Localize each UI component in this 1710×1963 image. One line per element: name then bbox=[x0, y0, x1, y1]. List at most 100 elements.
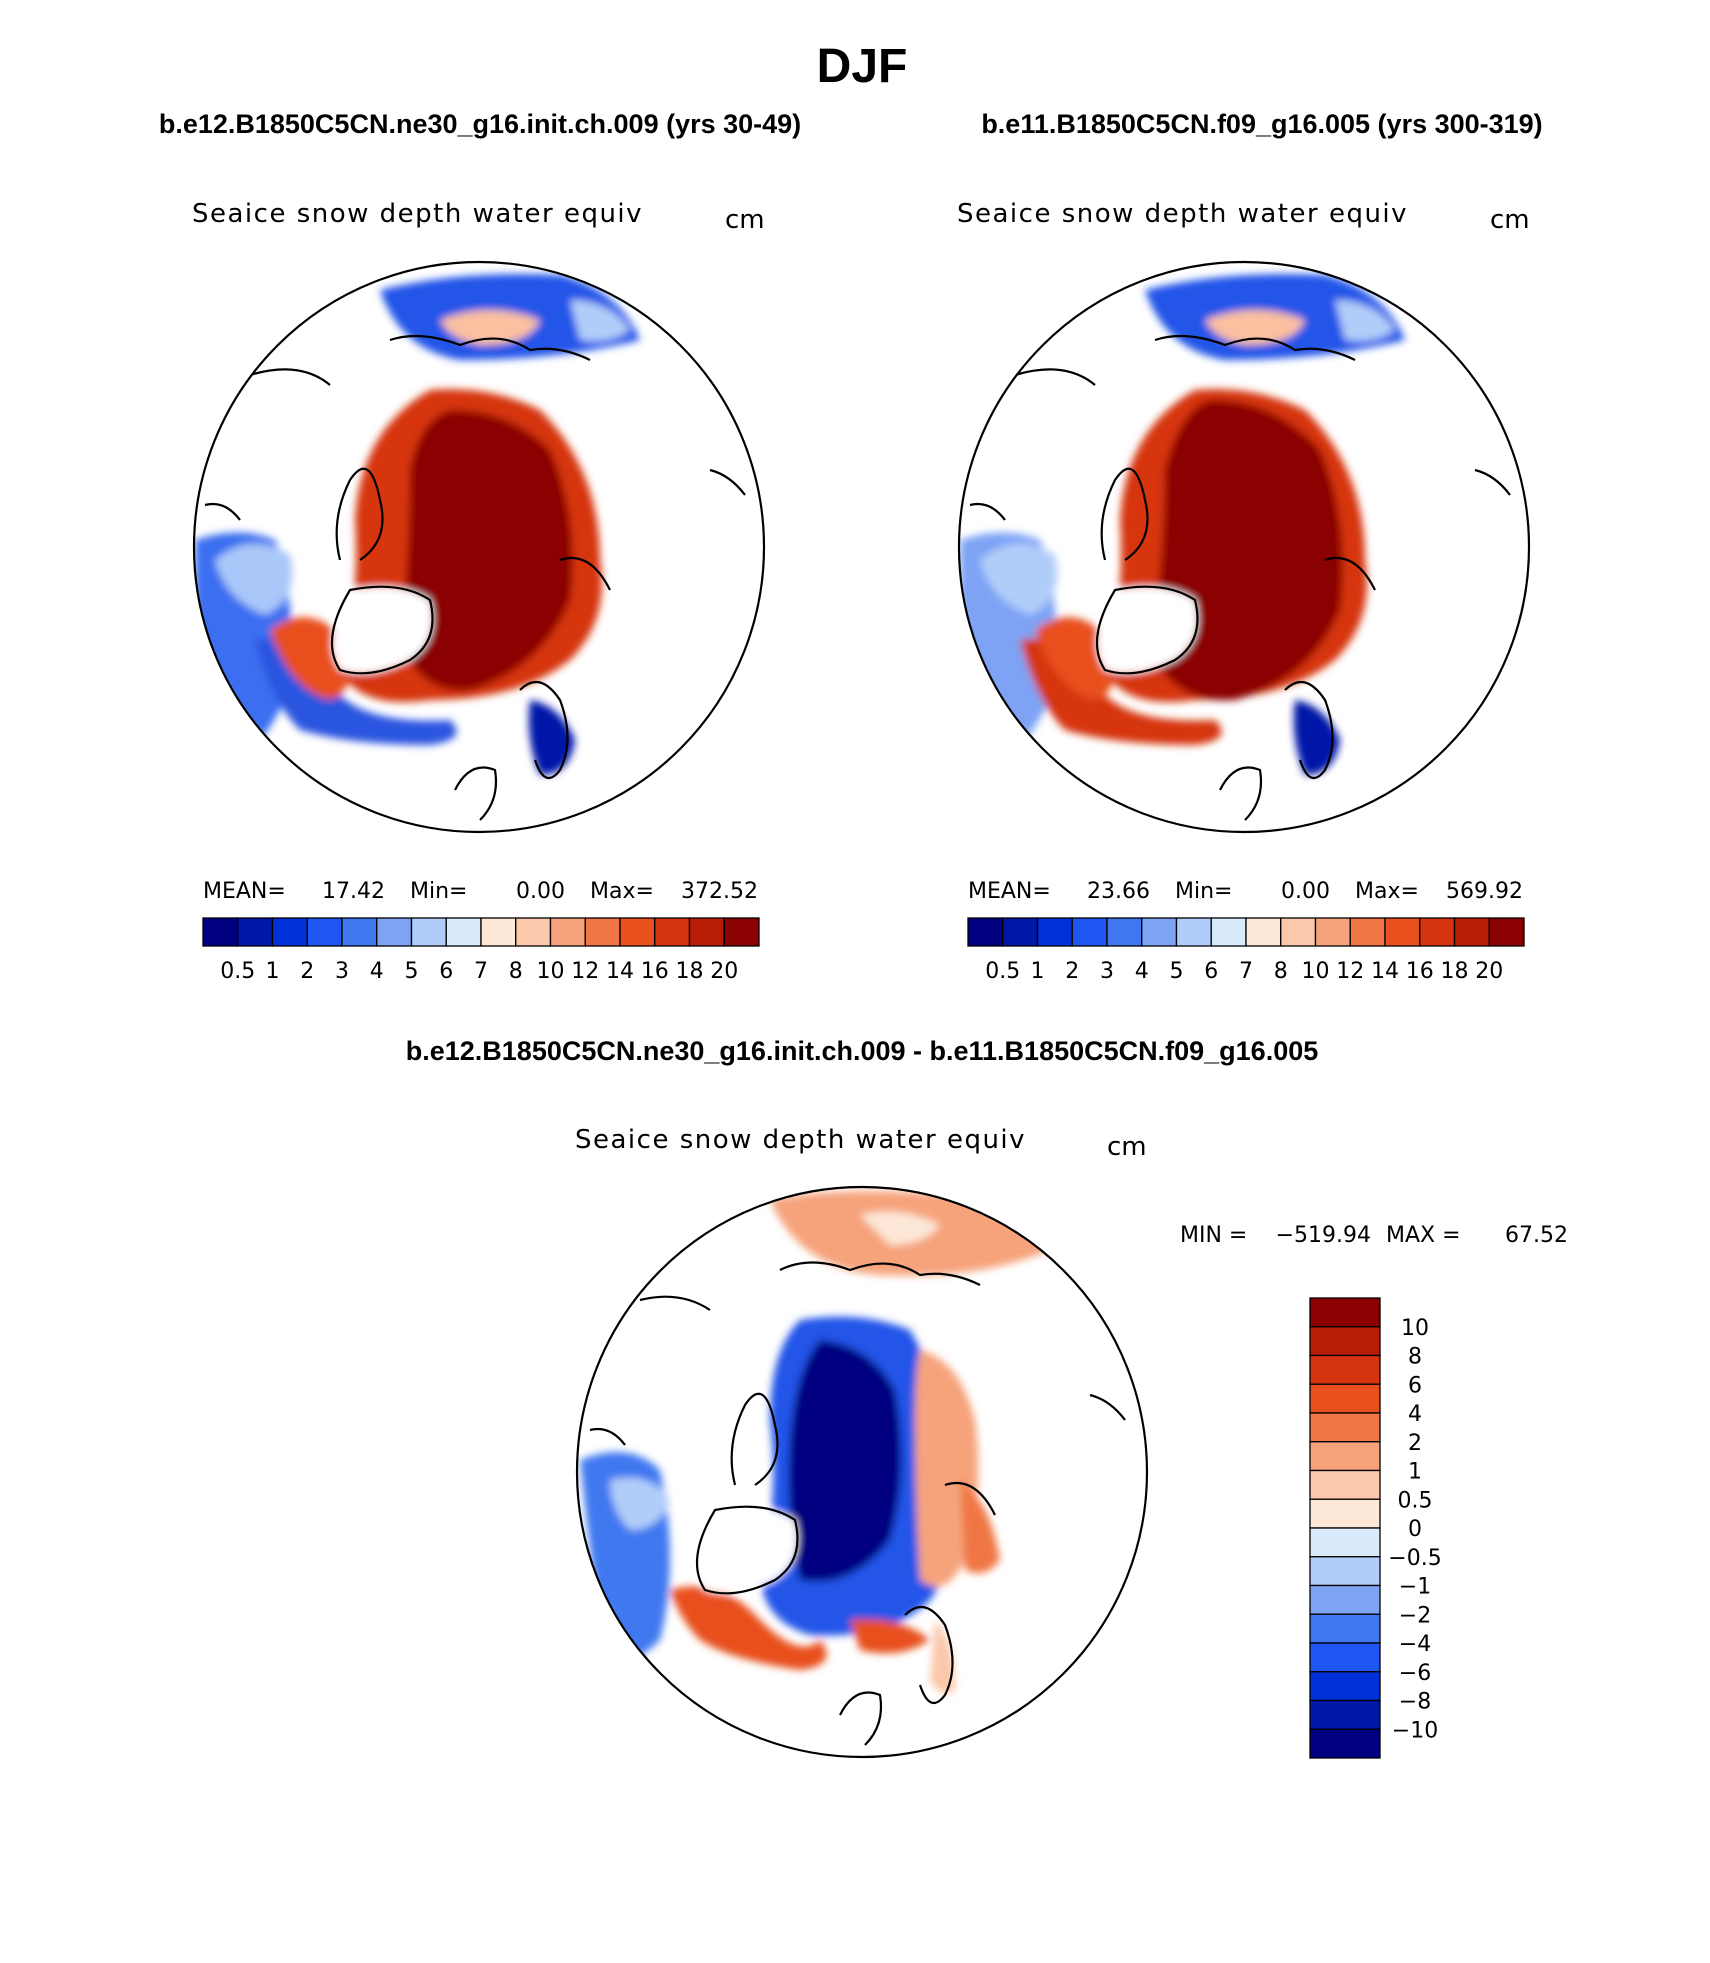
panel-right-colorbar-box bbox=[1106, 917, 1143, 947]
panel-diff-max-value: 67.52 bbox=[1505, 1223, 1568, 1248]
panel-right-colorbar-tick-label: 2 bbox=[1065, 959, 1079, 984]
panel-diff-colorbar-tick-label: 6 bbox=[1408, 1373, 1422, 1398]
panel-left-colorbar-tick-label: 4 bbox=[370, 959, 384, 984]
panel-right-map-boundary bbox=[957, 260, 1531, 834]
panel-diff-map-boundary bbox=[575, 1185, 1149, 1759]
panel-left-colorbar-tick-label: 1 bbox=[266, 959, 280, 984]
panel-left-units: cm bbox=[725, 205, 765, 235]
panel-diff-colorbar-tick-label: 2 bbox=[1408, 1431, 1422, 1456]
panel-diff-colorbar-box bbox=[1309, 1383, 1381, 1414]
panel-diff-colorbar-box bbox=[1309, 1498, 1381, 1529]
panel-diff-colorbar-tick-label: −2 bbox=[1399, 1603, 1431, 1628]
left-case-title: b.e12.B1850C5CN.ne30_g16.init.ch.009 (yr… bbox=[159, 109, 801, 139]
panel-right-colorbar-box bbox=[967, 917, 1004, 947]
panel-right-colorbar-tick-label: 20 bbox=[1475, 959, 1503, 984]
panel-right-colorbar-tick-label: 16 bbox=[1406, 959, 1434, 984]
panel-right-colorbar-box bbox=[1245, 917, 1282, 947]
panel-left: Seaice snow depth water equiv cm bbox=[192, 199, 766, 984]
panel-right-colorbar-tick-label: 12 bbox=[1336, 959, 1364, 984]
panel-left-colorbar-box bbox=[376, 917, 413, 947]
panel-left-colorbar-box bbox=[515, 917, 552, 947]
panel-diff-colorbar-tick-label: −4 bbox=[1399, 1632, 1431, 1657]
panel-left-colorbar-box bbox=[237, 917, 274, 947]
panel-left-colorbar-box bbox=[341, 917, 378, 947]
panel-right-title: Seaice snow depth water equiv bbox=[957, 199, 1408, 229]
panel-left-colorbar-tick-label: 7 bbox=[474, 959, 488, 984]
panel-right-colorbar: 0.5 1 2 3 4 5 6 7 8 10 12 14 16 18 20 bbox=[967, 917, 1525, 984]
panel-right-colorbar-tick-label: 10 bbox=[1302, 959, 1330, 984]
panel-right-max-label: Max= bbox=[1355, 879, 1419, 904]
panel-right-colorbar-tick-label: 4 bbox=[1135, 959, 1149, 984]
panel-right-min-label: Min= bbox=[1175, 879, 1232, 904]
panel-left-colorbar-tick-label: 16 bbox=[641, 959, 669, 984]
panel-diff-colorbar-box bbox=[1309, 1584, 1381, 1615]
panel-diff-units: cm bbox=[1107, 1132, 1147, 1162]
panel-diff-colorbar-tick-label: −1 bbox=[1399, 1575, 1431, 1600]
panel-diff-colorbar-box bbox=[1309, 1412, 1381, 1443]
panel-right-mean-label: MEAN= bbox=[968, 879, 1051, 904]
panel-left-mean-label: MEAN= bbox=[203, 879, 286, 904]
panel-left-colorbar-box bbox=[584, 917, 621, 947]
panel-diff-colorbar: 10 8 6 4 2 1 0.5 0 −0.5 −1 −2 −4 −6 −8 −10 bbox=[1309, 1297, 1442, 1759]
panel-right-colorbar-tick-label: 18 bbox=[1441, 959, 1469, 984]
panel-diff-colorbar-tick-label: −6 bbox=[1399, 1661, 1431, 1686]
panel-diff-colorbar-tick-label: −10 bbox=[1392, 1718, 1438, 1743]
panel-right-colorbar-box bbox=[1036, 917, 1073, 947]
panel-diff-colorbar-tick-label: −8 bbox=[1399, 1690, 1431, 1715]
panel-right-colorbar-box bbox=[1488, 917, 1525, 947]
panel-right-colorbar-tick-label: 5 bbox=[1170, 959, 1184, 984]
panel-left-colorbar-box bbox=[410, 917, 447, 947]
panel-right-colorbar-tick-label: 6 bbox=[1204, 959, 1218, 984]
panel-left-colorbar-tick-label: 12 bbox=[571, 959, 599, 984]
panel-right-units: cm bbox=[1490, 205, 1530, 235]
panel-right-colorbar-box bbox=[1314, 917, 1351, 947]
panel-left-colorbar-box bbox=[306, 917, 343, 947]
panel-diff-colorbar-tick-label: 8 bbox=[1408, 1345, 1422, 1370]
panel-left-colorbar-box bbox=[445, 917, 482, 947]
panel-right-colorbar-tick-label: 8 bbox=[1274, 959, 1288, 984]
diff-case-title: b.e12.B1850C5CN.ne30_g16.init.ch.009 - b… bbox=[406, 1036, 1319, 1066]
panel-left-colorbar-box bbox=[688, 917, 725, 947]
panel-diff-colorbar-box bbox=[1309, 1728, 1381, 1759]
panel-left-mean-value: 17.42 bbox=[322, 879, 385, 904]
panel-diff-colorbar-box bbox=[1309, 1441, 1381, 1472]
panel-left-max-label: Max= bbox=[590, 879, 654, 904]
panel-right-colorbar-tick-label: 3 bbox=[1100, 959, 1114, 984]
panel-left-colorbar: 0.5 1 2 3 4 5 6 7 8 10 12 14 16 18 20 bbox=[202, 917, 760, 984]
panel-right-colorbar-box bbox=[1175, 917, 1212, 947]
panel-right-colorbar-box bbox=[1210, 917, 1247, 947]
panel-right-colorbar-box bbox=[1002, 917, 1039, 947]
panel-left-colorbar-tick-label: 8 bbox=[509, 959, 523, 984]
panel-left-colorbar-tick-label: 0.5 bbox=[220, 959, 255, 984]
panel-diff-colorbar-box bbox=[1309, 1469, 1381, 1500]
panel-diff-min-label: MIN = bbox=[1180, 1223, 1247, 1248]
panel-left-colorbar-tick-label: 14 bbox=[606, 959, 634, 984]
panel-left-colorbar-box bbox=[723, 917, 760, 947]
panel-diff-colorbar-box bbox=[1309, 1642, 1381, 1673]
panel-left-colorbar-tick-label: 2 bbox=[300, 959, 314, 984]
panel-left-colorbar-tick-label: 6 bbox=[439, 959, 453, 984]
panel-right-min-value: 0.00 bbox=[1281, 879, 1330, 904]
panel-diff-max-label: MAX = bbox=[1386, 1223, 1461, 1248]
panel-left-map-boundary bbox=[192, 260, 766, 834]
panel-right-colorbar-tick-label: 7 bbox=[1239, 959, 1253, 984]
panel-left-colorbar-tick-label: 20 bbox=[710, 959, 738, 984]
panel-right-colorbar-box bbox=[1071, 917, 1108, 947]
panel-diff-colorbar-tick-label: 0 bbox=[1408, 1517, 1422, 1542]
panel-left-title: Seaice snow depth water equiv bbox=[192, 199, 643, 229]
panel-diff-colorbar-box bbox=[1309, 1326, 1381, 1357]
panel-left-colorbar-tick-label: 5 bbox=[405, 959, 419, 984]
panel-left-colorbar-box bbox=[480, 917, 517, 947]
panel-left-colorbar-tick-label: 10 bbox=[537, 959, 565, 984]
panel-left-colorbar-box bbox=[271, 917, 308, 947]
panel-left-min-value: 0.00 bbox=[516, 879, 565, 904]
panel-diff-title: Seaice snow depth water equiv bbox=[575, 1125, 1026, 1155]
panel-left-colorbar-tick-label: 3 bbox=[335, 959, 349, 984]
panel-right: Seaice snow depth water equiv cm bbox=[957, 199, 1531, 984]
panel-right-colorbar-box bbox=[1384, 917, 1421, 947]
panel-diff-colorbar-box bbox=[1309, 1556, 1381, 1587]
panel-right-mean-value: 23.66 bbox=[1087, 879, 1150, 904]
panel-diff: Seaice snow depth water equiv cm bbox=[575, 1125, 1568, 1759]
panel-diff-colorbar-box bbox=[1309, 1671, 1381, 1702]
